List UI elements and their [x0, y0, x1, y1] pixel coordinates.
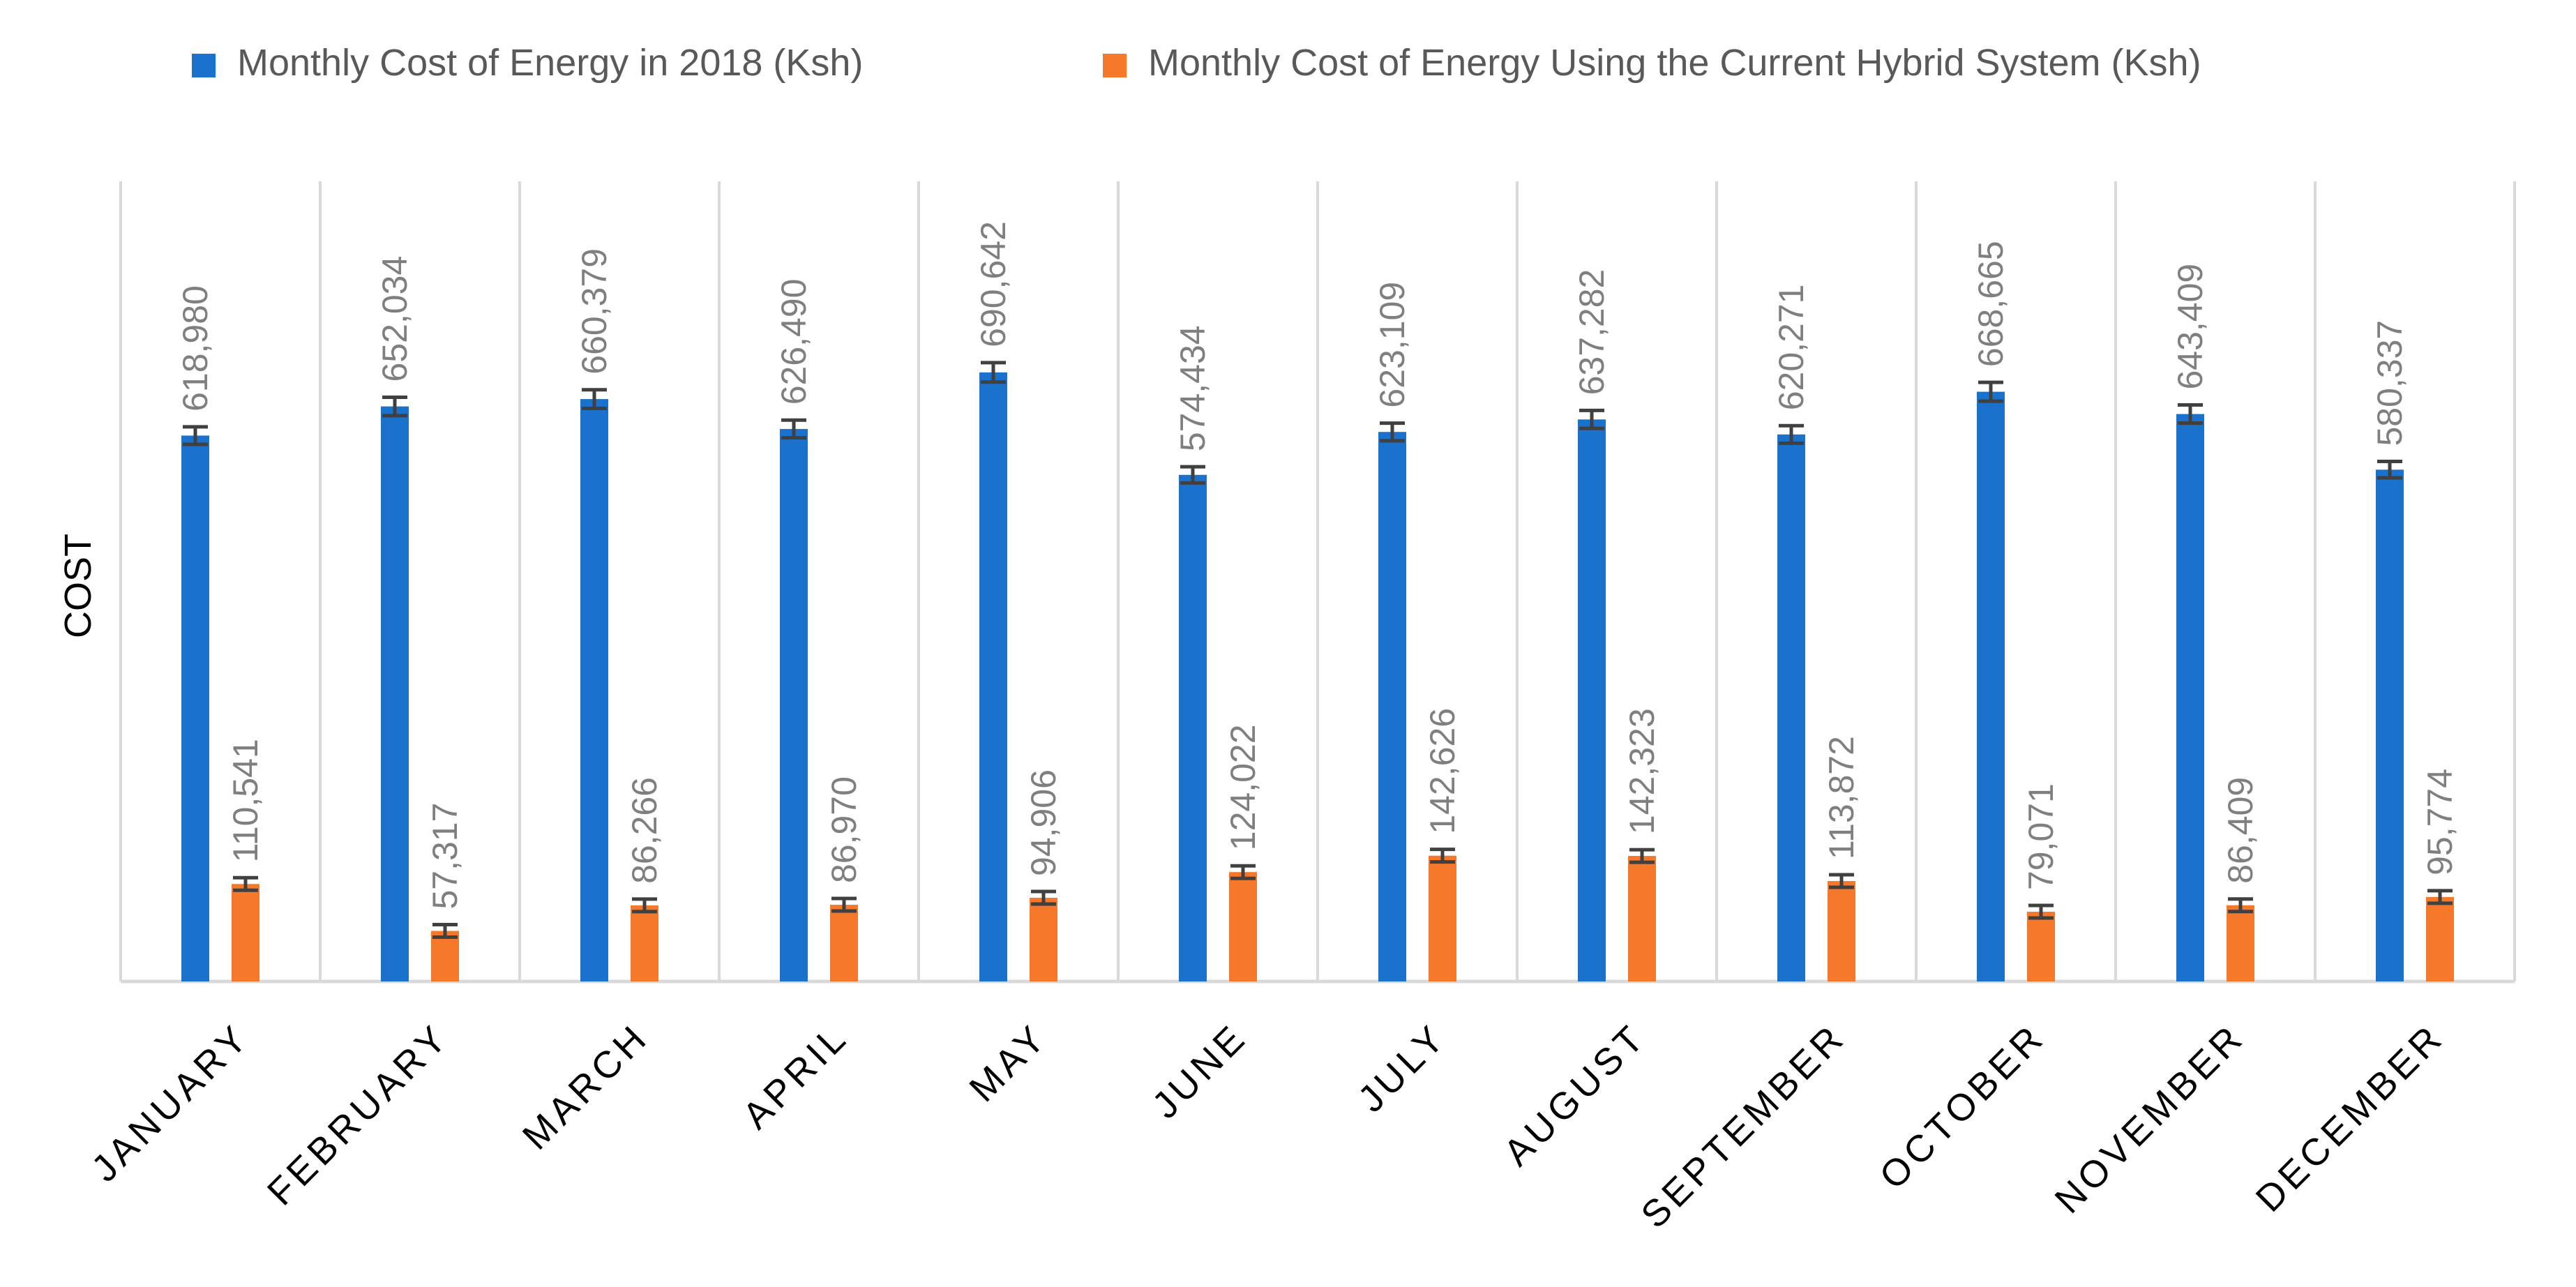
x-tick-label: JUNE	[1144, 1016, 1255, 1127]
plot-area: 618,980 110,541 JANUARY 652,034 57,317 FEBRUA…	[84, 181, 2516, 1236]
x-tick-label: MAY	[961, 1016, 1055, 1110]
data-label: 580,337	[2370, 320, 2409, 446]
bar-january-series-2	[232, 884, 259, 981]
data-label: 79,071	[2021, 783, 2061, 890]
data-label: 660,379	[575, 248, 614, 375]
legend-swatch-series-1	[192, 54, 216, 77]
legend-label-series-1: Monthly Cost of Energy in 2018 (Ksh)	[237, 42, 863, 84]
bar-february-series-2	[431, 931, 459, 981]
legend-label-series-2: Monthly Cost of Energy Using the Current…	[1148, 42, 2201, 84]
bar-may-series-1	[979, 372, 1007, 981]
data-label: 94,906	[1024, 769, 1063, 876]
data-label: 652,034	[375, 256, 414, 382]
bar-february-series-1	[381, 406, 409, 981]
data-label: 626,490	[774, 279, 813, 405]
data-label: 113,872	[1822, 736, 1861, 859]
data-label: 574,434	[1173, 325, 1212, 451]
y-axis-title: COST	[57, 534, 99, 638]
data-label: 668,665	[1971, 241, 2010, 367]
bar-september-series-1	[1777, 434, 1805, 981]
bar-march-series-2	[631, 905, 658, 981]
x-tick-label: AUGUST	[1496, 1016, 1654, 1174]
data-label: 643,409	[2171, 264, 2210, 390]
data-label: 690,642	[974, 221, 1013, 347]
bar-july-series-1	[1378, 432, 1406, 981]
bar-january-series-1	[181, 435, 209, 981]
x-tick-label: JANUARY	[84, 1016, 258, 1190]
data-label: 623,109	[1373, 282, 1412, 408]
bar-june-series-1	[1179, 474, 1207, 981]
bar-april-series-1	[780, 428, 808, 981]
x-tick-label: NOVEMBER	[2047, 1016, 2253, 1221]
bar-july-series-2	[1429, 855, 1456, 981]
data-label: 86,266	[625, 777, 664, 884]
bar-november-series-2	[2227, 905, 2254, 981]
bar-december-series-2	[2426, 896, 2454, 981]
bar-september-series-2	[1828, 881, 1855, 981]
data-label: 95,774	[2420, 769, 2460, 875]
data-label: 124,022	[1223, 724, 1263, 850]
bar-october-series-2	[2027, 912, 2055, 981]
x-tick-label: MARCH	[515, 1016, 657, 1158]
bar-august-series-2	[1628, 856, 1656, 981]
x-tick-label: APRIL	[735, 1016, 856, 1137]
bar-april-series-2	[830, 905, 858, 981]
bar-december-series-1	[2376, 469, 2404, 981]
data-label: 637,282	[1572, 269, 1611, 396]
legend: Monthly Cost of Energy in 2018 (Ksh) Mon…	[192, 42, 2201, 84]
data-label: 620,271	[1772, 285, 1811, 411]
x-tick-label: JULY	[1350, 1016, 1455, 1120]
x-tick-label: SEPTEMBER	[1633, 1016, 1853, 1236]
x-tick-label: DECEMBER	[2248, 1016, 2453, 1220]
data-label: 618,980	[176, 285, 215, 412]
bar-november-series-1	[2176, 414, 2204, 981]
data-label: 86,970	[824, 776, 864, 883]
x-tick-label: FEBRUARY	[259, 1016, 458, 1214]
bar-march-series-1	[580, 399, 608, 981]
data-label: 57,317	[425, 803, 465, 910]
x-tick-label: OCTOBER	[1871, 1016, 2053, 1197]
bar-october-series-1	[1977, 391, 2005, 981]
legend-swatch-series-2	[1103, 54, 1127, 77]
data-label: 142,626	[1423, 708, 1462, 834]
bar-may-series-2	[1030, 898, 1057, 981]
data-label: 142,323	[1622, 708, 1662, 834]
bar-june-series-2	[1229, 872, 1257, 981]
bar-august-series-1	[1578, 419, 1606, 981]
data-label: 86,409	[2221, 777, 2260, 884]
data-label: 110,541	[226, 739, 265, 862]
